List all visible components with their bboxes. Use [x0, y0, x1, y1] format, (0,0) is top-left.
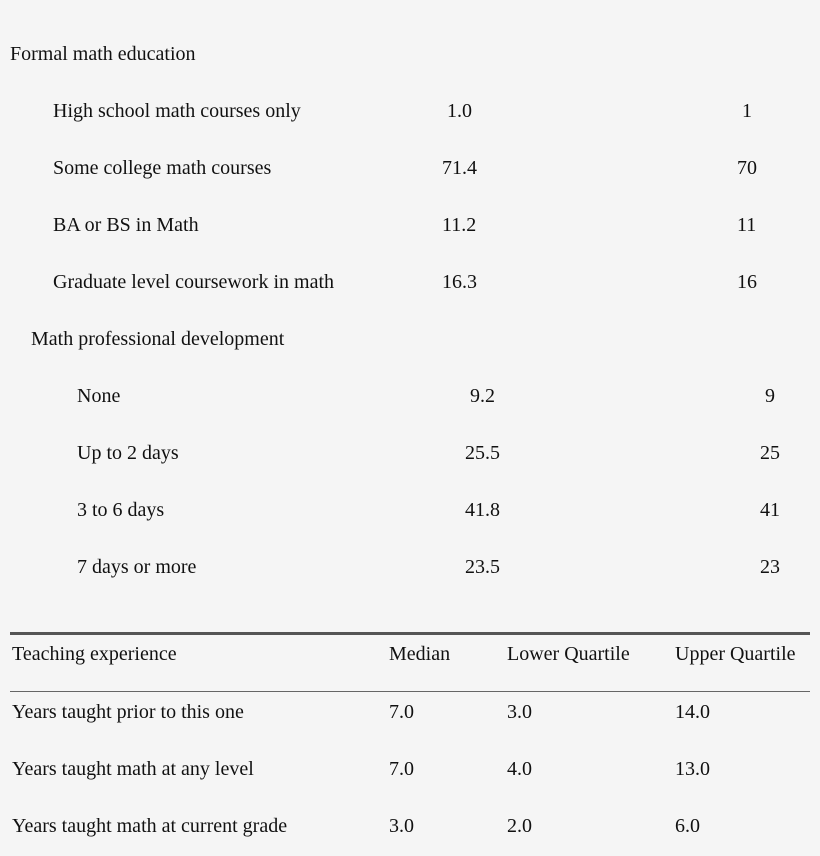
header-rule: [10, 691, 810, 692]
row-count: 70: [737, 157, 757, 179]
section-title-math-professional-development: Math professional development: [31, 328, 285, 350]
table-cell-upper-quartile: 14.0: [675, 701, 710, 723]
table-row-label: Years taught math at any level: [12, 758, 254, 780]
row-percent: 25.5: [465, 442, 500, 464]
row-label: None: [77, 385, 121, 407]
table-top-rule: [10, 632, 810, 635]
row-label: Graduate level coursework in math: [53, 271, 335, 293]
table-cell-lower-quartile: 3.0: [507, 701, 532, 723]
table-cell-median: 3.0: [389, 815, 414, 837]
row-label: 7 days or more: [77, 556, 197, 578]
table-cell-upper-quartile: 6.0: [675, 815, 700, 837]
row-percent: 41.8: [465, 499, 500, 521]
row-label: 3 to 6 days: [77, 499, 165, 521]
row-count: 9: [765, 385, 775, 407]
row-label: BA or BS in Math: [53, 214, 199, 236]
table-row-label: Years taught prior to this one: [12, 701, 244, 723]
table-row-label: Years taught math at current grade: [12, 815, 288, 837]
section-title-formal-math-education: Formal math education: [10, 43, 196, 65]
row-count: 23: [760, 556, 780, 578]
column-header-lower-quartile: Lower Quartile: [507, 643, 630, 665]
row-label: High school math courses only: [53, 100, 301, 122]
table-cell-median: 7.0: [389, 701, 414, 723]
table-cell-lower-quartile: 4.0: [507, 758, 532, 780]
column-header-upper-quartile: Upper Quartile: [675, 643, 796, 665]
row-count: 16: [737, 271, 757, 293]
table-cell-lower-quartile: 2.0: [507, 815, 532, 837]
row-percent: 16.3: [442, 271, 477, 293]
row-label: Some college math courses: [53, 157, 272, 179]
table-cell-median: 7.0: [389, 758, 414, 780]
row-count: 1: [742, 100, 752, 122]
row-percent: 11.2: [442, 214, 477, 236]
row-percent: 1.0: [447, 100, 472, 122]
row-percent: 9.2: [470, 385, 495, 407]
table-cell-upper-quartile: 13.0: [675, 758, 710, 780]
row-count: 11: [737, 214, 757, 236]
column-header-median: Median: [389, 643, 451, 665]
row-label: Up to 2 days: [77, 442, 179, 464]
row-count: 25: [760, 442, 780, 464]
column-header-teaching-experience: Teaching experience: [12, 643, 177, 665]
row-percent: 71.4: [442, 157, 477, 179]
row-percent: 23.5: [465, 556, 500, 578]
row-count: 41: [760, 499, 780, 521]
